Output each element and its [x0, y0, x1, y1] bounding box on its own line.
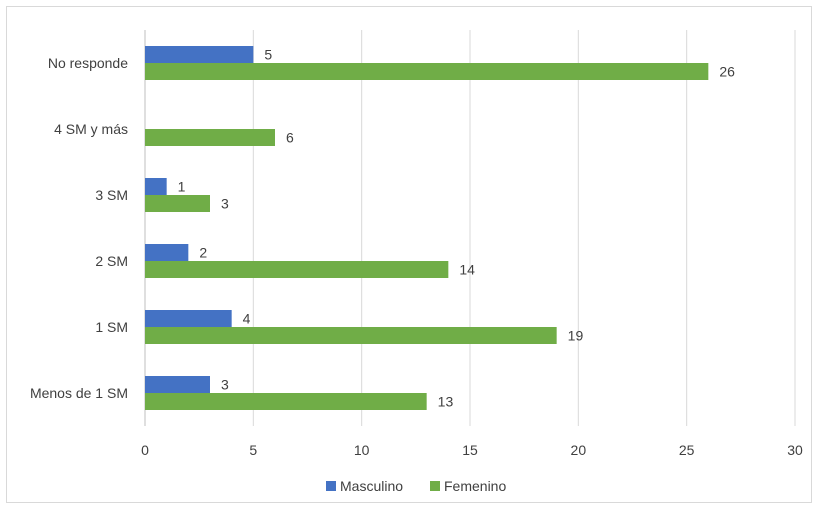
y-category-label: 2 SM [95, 253, 128, 269]
legend-swatch-masculino [326, 481, 336, 491]
data-label: 3 [221, 196, 229, 212]
bar-femenino [145, 63, 709, 80]
data-label: 2 [199, 245, 207, 261]
chart-frame [6, 6, 812, 503]
y-axis-labels: Menos de 1 SM 1 SM 2 SM 3 SM 4 SM y más No re… [30, 55, 128, 401]
bar-masculino [145, 244, 189, 261]
legend: Masculino Femenino [326, 478, 506, 494]
legend-swatch-femenino [430, 481, 440, 491]
x-tick-label: 15 [462, 442, 478, 458]
legend-label-femenino: Femenino [444, 478, 506, 494]
bar-masculino [145, 376, 210, 393]
y-category-label: 3 SM [95, 187, 128, 203]
x-tick-label: 25 [679, 442, 695, 458]
data-label: 5 [264, 47, 272, 63]
bar-masculino [145, 178, 167, 195]
legend-label-masculino: Masculino [340, 478, 403, 494]
data-label: 3 [221, 377, 229, 393]
bar-masculino [145, 310, 232, 327]
y-category-label: Menos de 1 SM [30, 385, 128, 401]
data-label: 19 [568, 328, 584, 344]
data-label: 26 [719, 64, 735, 80]
bar-femenino [145, 129, 275, 146]
x-tick-label: 5 [249, 442, 257, 458]
bar-femenino [145, 327, 557, 344]
bars [145, 46, 709, 410]
data-label: 1 [178, 179, 186, 195]
grid-lines [144, 30, 796, 426]
x-tick-label: 20 [571, 442, 587, 458]
y-category-label: 1 SM [95, 319, 128, 335]
y-category-label: No responde [48, 55, 128, 71]
x-tick-label: 30 [787, 442, 803, 458]
data-label: 6 [286, 130, 294, 146]
bar-femenino [145, 195, 210, 212]
data-label: 14 [459, 262, 475, 278]
data-label: 13 [438, 394, 454, 410]
x-axis-labels: 0 5 10 15 20 25 30 [141, 442, 803, 458]
bar-femenino [145, 261, 449, 278]
bar-masculino [145, 46, 254, 63]
x-tick-label: 10 [354, 442, 370, 458]
data-label: 4 [243, 311, 251, 327]
bar-femenino [145, 393, 427, 410]
x-tick-label: 0 [141, 442, 149, 458]
y-category-label: 4 SM y más [54, 121, 128, 137]
